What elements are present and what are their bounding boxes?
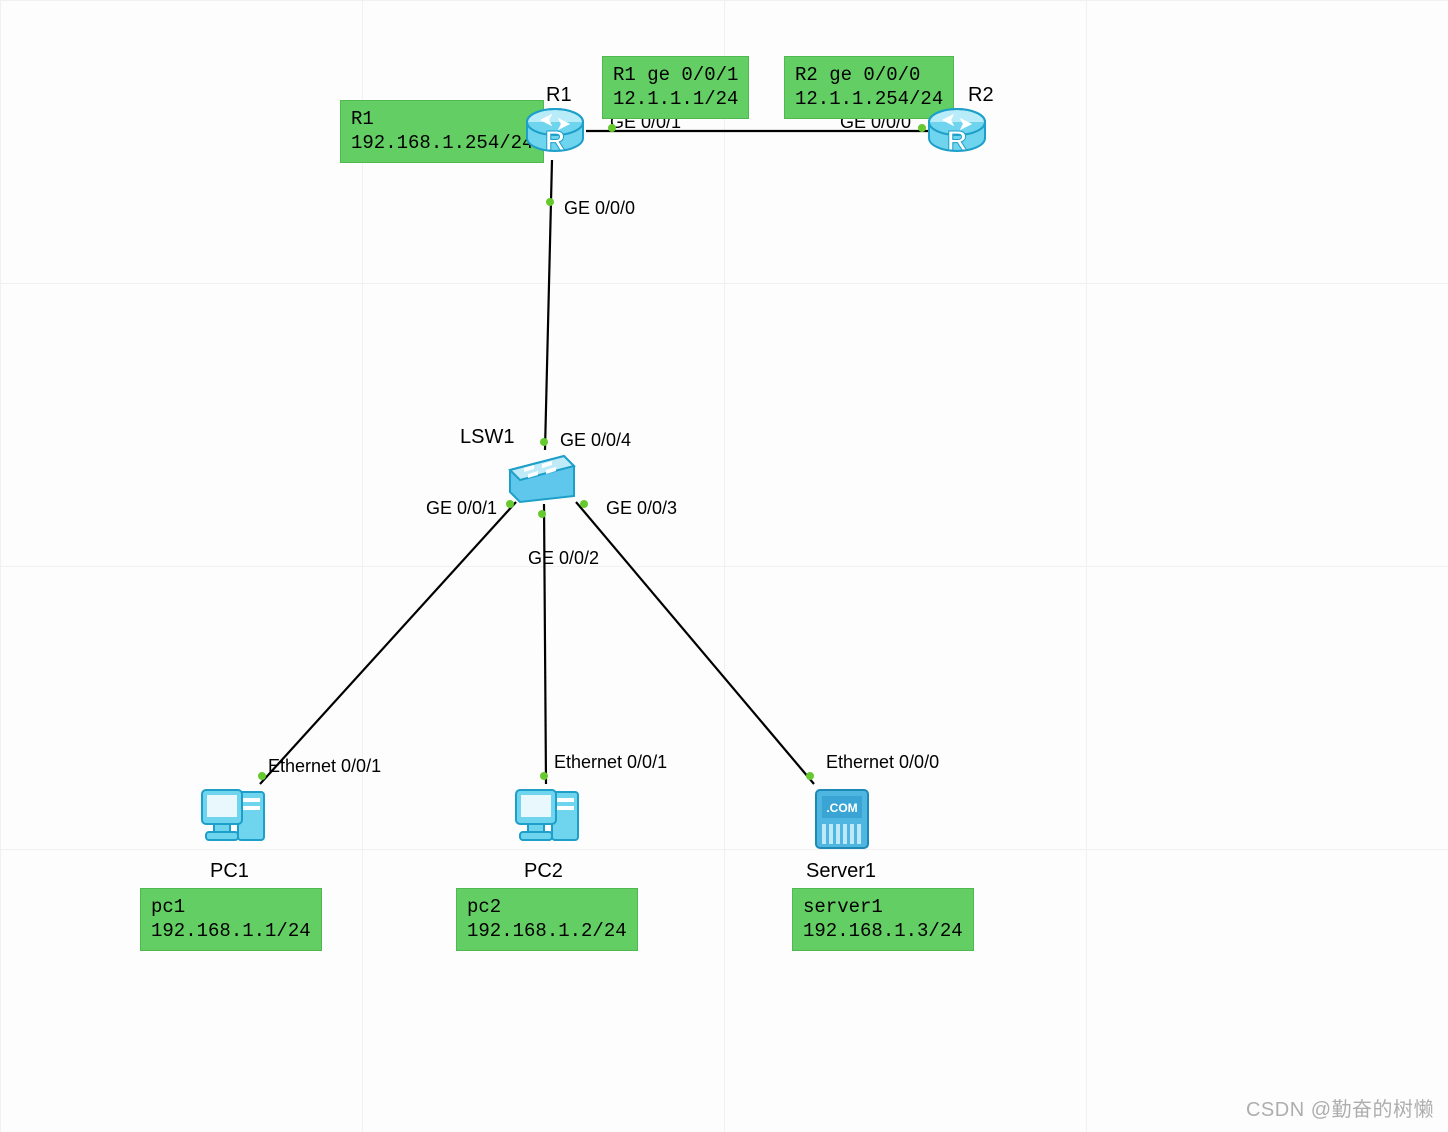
- port-label: GE 0/0/0: [564, 198, 635, 219]
- device-label: R2: [968, 84, 994, 107]
- port-label: Ethernet 0/0/0: [826, 752, 939, 773]
- links-layer: [0, 0, 1448, 1132]
- port-label: GE 0/0/1: [426, 498, 497, 519]
- svg-text:.COM: .COM: [826, 801, 857, 815]
- device-label: PC2: [524, 860, 563, 883]
- port-dot: [580, 500, 588, 508]
- port-dot: [918, 124, 926, 132]
- port-label: Ethernet 0/0/1: [268, 756, 381, 777]
- port-dot: [806, 772, 814, 780]
- port-dot: [540, 772, 548, 780]
- port-label: Ethernet 0/0/1: [554, 752, 667, 773]
- ip-note: server1 192.168.1.3/24: [792, 888, 974, 951]
- watermark: CSDN @勤奋的树懒: [1246, 1093, 1434, 1122]
- port-label: GE 0/0/2: [528, 548, 599, 569]
- device-switch-LSW1[interactable]: [506, 452, 578, 504]
- port-dot: [540, 438, 548, 446]
- device-label: R1: [546, 84, 572, 107]
- ip-note: pc2 192.168.1.2/24: [456, 888, 638, 951]
- ip-note: pc1 192.168.1.1/24: [140, 888, 322, 951]
- device-label: LSW1: [460, 426, 514, 449]
- port-label: GE 0/0/4: [560, 430, 631, 451]
- port-dot: [258, 772, 266, 780]
- device-pc-PC1[interactable]: [200, 786, 268, 850]
- topology-canvas: GE 0/0/1GE 0/0/0GE 0/0/0GE 0/0/4GE 0/0/1…: [0, 0, 1448, 1132]
- port-dot: [538, 510, 546, 518]
- device-pc-PC2[interactable]: [514, 786, 582, 850]
- ip-note: R1 192.168.1.254/24: [340, 100, 544, 163]
- device-router-R1[interactable]: R: [524, 102, 586, 164]
- port-dot: [608, 124, 616, 132]
- device-router-R2[interactable]: R: [926, 102, 988, 164]
- svg-text:R: R: [545, 125, 565, 156]
- port-dot: [546, 198, 554, 206]
- device-label: PC1: [210, 860, 249, 883]
- link-LSW1-PC2: [544, 504, 546, 784]
- link-LSW1-Server1: [576, 502, 814, 784]
- port-label: GE 0/0/3: [606, 498, 677, 519]
- ip-note: R1 ge 0/0/1 12.1.1.1/24: [602, 56, 749, 119]
- link-LSW1-PC1: [260, 502, 516, 784]
- svg-text:R: R: [947, 125, 967, 156]
- device-label: Server1: [806, 860, 876, 883]
- device-server-Server1[interactable]: .COM: [812, 786, 872, 852]
